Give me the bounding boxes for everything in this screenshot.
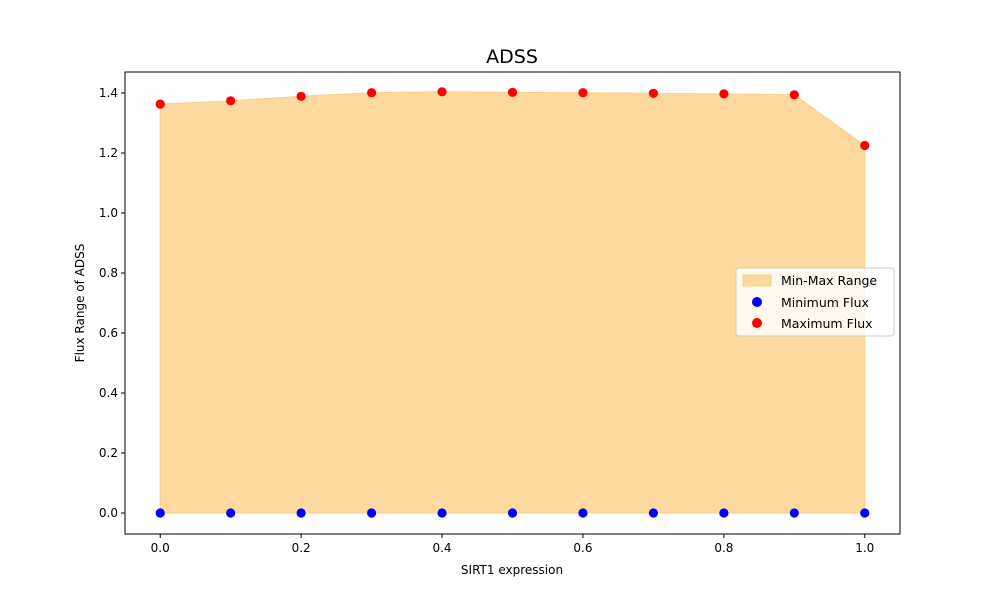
- maximum-flux-point: [507, 87, 518, 97]
- y-axis-ticks: 0.0 0.2 0.4 0.6 0.8 1.0 1.2 1.4: [99, 86, 125, 520]
- legend: Min-Max Range Minimum Flux Maximum Flux: [735, 267, 895, 337]
- maximum-flux-point: [437, 87, 447, 97]
- y-tick-label: 1.0: [99, 206, 118, 220]
- x-tick-label: 0.8: [714, 541, 733, 555]
- maximum-flux-point: [155, 99, 165, 109]
- minimum-flux-point: [578, 508, 588, 518]
- y-tick-label: 0.8: [99, 266, 118, 280]
- chart-title: ADSS: [486, 46, 538, 68]
- minimum-flux-point: [437, 508, 447, 518]
- y-tick-label: 1.2: [99, 146, 118, 160]
- y-tick-label: 0.2: [99, 446, 118, 460]
- maximum-flux-point: [719, 89, 729, 99]
- minimum-flux-point: [860, 508, 870, 518]
- x-tick-label: 1.0: [855, 541, 874, 555]
- minimum-flux-point: [226, 508, 236, 518]
- legend-label-maximum-flux: Maximum Flux: [781, 316, 873, 331]
- legend-box: [735, 267, 895, 337]
- minimum-flux-point: [155, 508, 165, 518]
- x-tick-label: 0.2: [292, 541, 311, 555]
- legend-marker-minimum-flux: [752, 297, 762, 307]
- maximum-flux-point: [296, 91, 306, 101]
- legend-swatch-min-max-range: [742, 274, 772, 287]
- plot-frame: [124, 71, 901, 535]
- legend-label-minimum-flux: Minimum Flux: [781, 295, 869, 310]
- minimum-flux-series: [155, 508, 870, 518]
- x-axis-ticks: 0.0 0.2 0.4 0.6 0.8 1.0: [151, 534, 874, 555]
- y-tick-label: 0.4: [99, 386, 118, 400]
- minimum-flux-point: [366, 508, 377, 518]
- maximum-flux-point: [789, 90, 799, 100]
- legend-marker-maximum-flux: [752, 318, 762, 328]
- minimum-flux-point: [507, 508, 518, 518]
- maximum-flux-point: [226, 96, 236, 106]
- x-tick-label: 0.0: [151, 541, 170, 555]
- y-axis-label: Flux Range of ADSS: [73, 244, 87, 363]
- y-tick-label: 1.4: [99, 86, 118, 100]
- y-tick-label: 0.6: [99, 326, 118, 340]
- maximum-flux-point: [578, 88, 588, 98]
- x-axis-label: SIRT1 expression: [461, 563, 563, 577]
- x-tick-label: 0.4: [432, 541, 451, 555]
- legend-label-min-max-range: Min-Max Range: [781, 273, 877, 288]
- maximum-flux-point: [366, 88, 377, 98]
- maximum-flux-point: [648, 88, 659, 98]
- maximum-flux-series: [155, 87, 870, 151]
- maximum-flux-point: [860, 140, 870, 151]
- y-tick-label: 0.0: [99, 506, 118, 520]
- minimum-flux-point: [648, 508, 659, 518]
- minimum-flux-point: [789, 508, 799, 518]
- minimum-flux-point: [719, 508, 729, 518]
- x-tick-label: 0.6: [573, 541, 592, 555]
- minimum-flux-point: [296, 508, 306, 518]
